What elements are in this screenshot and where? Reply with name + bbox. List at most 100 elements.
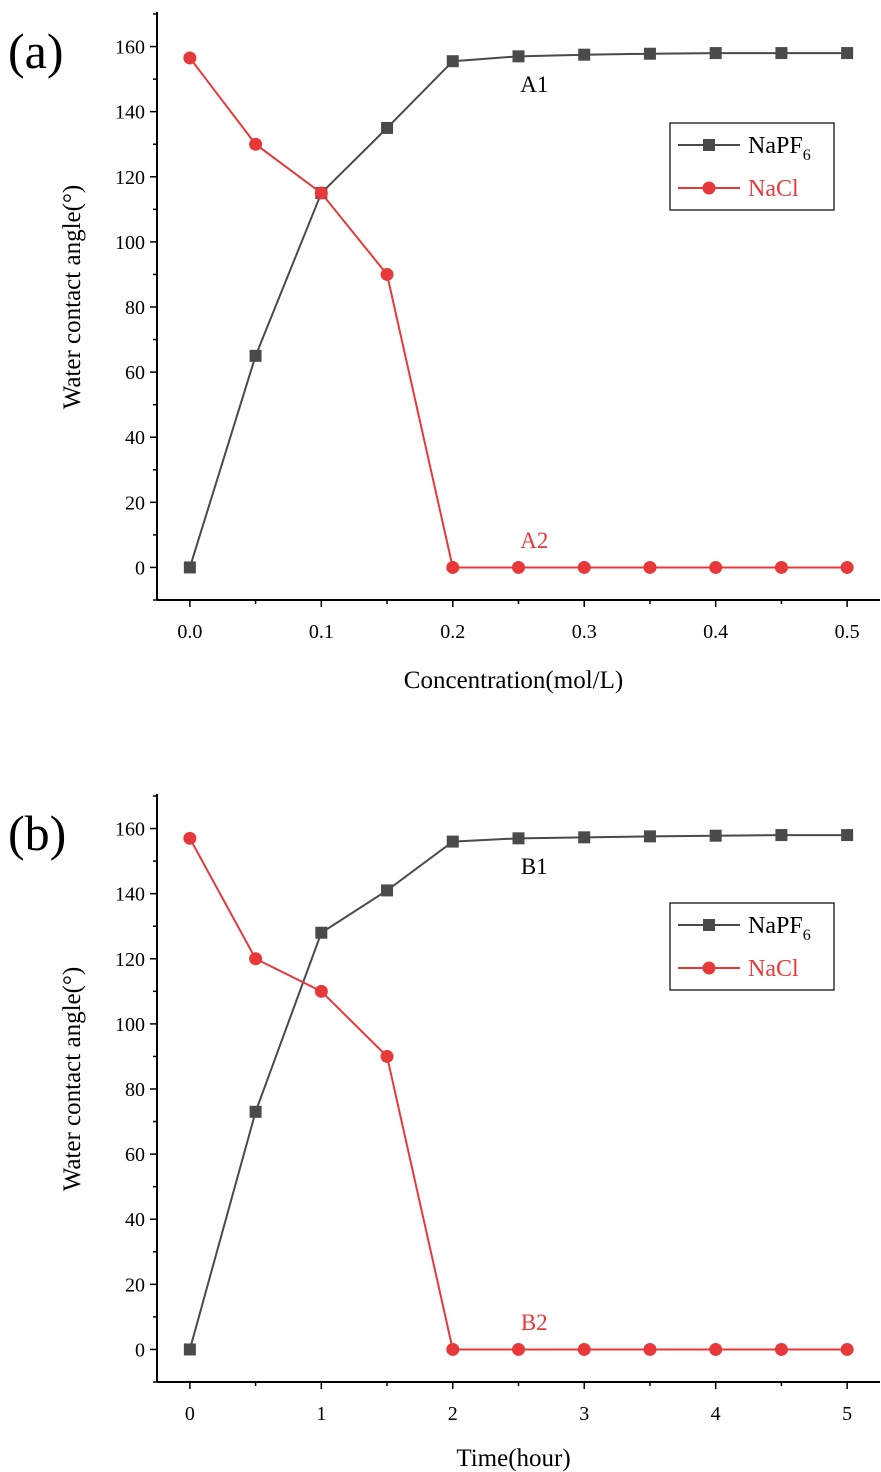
data-point-square — [775, 47, 788, 60]
panel-label: (b) — [8, 805, 66, 861]
x-tick-label: 0.1 — [309, 621, 334, 643]
legend-label: NaPF6 — [748, 133, 811, 164]
data-point-circle — [380, 267, 394, 281]
data-point-circle — [512, 560, 525, 574]
y-tick-label: 100 — [115, 1014, 145, 1036]
y-tick-label: 120 — [115, 949, 145, 971]
data-point-square — [446, 835, 459, 848]
x-tick-label: 0.0 — [177, 621, 202, 643]
annotation-a1: A1 — [520, 72, 548, 97]
data-point-square — [578, 831, 591, 844]
y-tick-label: 40 — [125, 1209, 145, 1231]
y-tick-label: 120 — [115, 167, 145, 189]
x-axis-title: Concentration(mol/L) — [404, 667, 623, 694]
x-tick-label: 5 — [842, 1403, 852, 1425]
data-point-circle — [446, 560, 460, 574]
data-point-square — [512, 832, 525, 845]
data-point-circle — [643, 1342, 657, 1356]
data-point-square — [709, 47, 722, 60]
legend-label: NaCl — [748, 956, 799, 982]
chart-panel-b: 0 20 40 60 80 100 120 140 160 0 1 2 3 4 5 Time(hour) Wat… — [8, 794, 880, 1472]
legend-label: NaCl — [748, 176, 799, 202]
data-point-square — [183, 1343, 196, 1356]
data-point-square — [643, 830, 656, 843]
y-tick-label: 100 — [115, 232, 145, 254]
legend-marker-circle — [702, 961, 716, 975]
data-point-circle — [512, 1342, 525, 1356]
data-point-circle — [709, 560, 723, 574]
data-point-square — [381, 121, 394, 134]
y-tick-label: 80 — [125, 1079, 145, 1101]
y-axis-title: Water contact angle(°) — [59, 185, 86, 410]
annotation-b2: B2 — [521, 1310, 548, 1335]
data-point-circle — [314, 984, 328, 998]
data-point-circle — [380, 1049, 394, 1063]
data-point-square — [315, 926, 328, 939]
y-tick-label: 160 — [115, 37, 145, 59]
annotation-b1: B1 — [521, 854, 548, 879]
panel-label: (a) — [8, 23, 64, 79]
data-point-circle — [446, 1342, 460, 1356]
legend: NaPF6 NaCl — [669, 122, 835, 211]
y-axis-title: Water contact angle(°) — [59, 967, 86, 1192]
data-point-circle — [840, 560, 854, 574]
legend-marker-square — [703, 139, 715, 151]
data-point-square — [512, 50, 525, 63]
y-tick-label: 20 — [125, 1274, 145, 1296]
x-tick-label: 0.4 — [703, 621, 728, 643]
series-napf6 — [183, 829, 854, 1356]
data-point-square — [249, 349, 262, 362]
annotation-a2: A2 — [520, 528, 548, 553]
x-tick-label: 4 — [711, 1403, 721, 1425]
y-tick-label: 0 — [135, 557, 145, 579]
data-point-circle — [577, 1342, 591, 1356]
data-point-circle — [183, 831, 197, 845]
data-point-circle — [314, 186, 328, 200]
legend-box — [669, 902, 835, 991]
data-point-square — [446, 55, 459, 68]
legend-label: NaPF6 — [748, 913, 811, 944]
x-tick-label: 0 — [185, 1403, 195, 1425]
legend-marker-square — [703, 919, 715, 931]
data-point-circle — [774, 560, 788, 574]
x-tick-label: 2 — [448, 1403, 458, 1425]
y-tick-label: 40 — [125, 427, 145, 449]
data-point-circle — [840, 1342, 854, 1356]
data-point-square — [643, 47, 656, 60]
y-tick-label: 20 — [125, 492, 145, 514]
x-tick-label: 1 — [316, 1403, 326, 1425]
y-tick-label: 0 — [135, 1339, 145, 1361]
data-point-square — [249, 1105, 262, 1118]
x-tick-label: 0.2 — [440, 621, 465, 643]
legend-marker-circle — [702, 181, 716, 195]
chart-panel-a: 0 20 40 60 80 100 120 140 160 0.0 0.1 0.2 0.3 0.4 0.5 C… — [8, 12, 880, 694]
series-nacl — [183, 51, 854, 574]
data-point-square — [841, 47, 854, 60]
data-point-square — [841, 829, 854, 842]
data-point-square — [381, 884, 394, 897]
data-point-square — [709, 829, 722, 842]
data-point-circle — [643, 560, 657, 574]
y-tick-label: 140 — [115, 102, 145, 124]
x-axis-title: Time(hour) — [456, 1445, 570, 1472]
y-tick-label: 140 — [115, 884, 145, 906]
legend-box — [669, 122, 835, 211]
data-point-square — [183, 561, 196, 574]
data-point-square — [775, 829, 788, 842]
data-point-circle — [249, 952, 263, 966]
legend: NaPF6 NaCl — [669, 902, 835, 991]
data-point-circle — [577, 560, 591, 574]
data-point-square — [578, 48, 591, 61]
data-point-circle — [709, 1342, 723, 1356]
data-point-circle — [249, 137, 263, 151]
y-tick-label: 60 — [125, 362, 145, 384]
y-tick-label: 160 — [115, 819, 145, 841]
y-tick-label: 60 — [125, 1144, 145, 1166]
x-tick-label: 0.5 — [835, 621, 860, 643]
data-point-circle — [183, 51, 197, 65]
data-point-circle — [774, 1342, 788, 1356]
x-tick-label: 0.3 — [572, 621, 597, 643]
series-nacl — [183, 831, 854, 1356]
y-tick-label: 80 — [125, 297, 145, 319]
